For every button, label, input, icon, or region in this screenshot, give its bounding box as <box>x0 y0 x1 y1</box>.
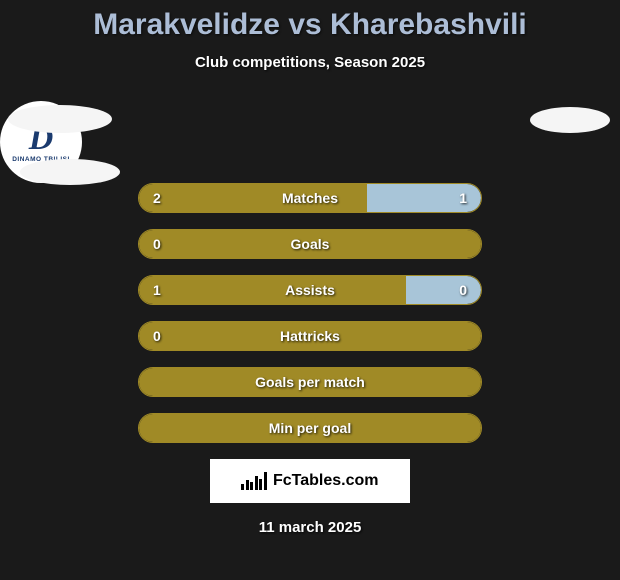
stat-rows: 21Matches 0Goals 10Assists 0Hattricks Goals … <box>138 183 482 443</box>
team-left-badge-2 <box>20 159 120 185</box>
stat-row: Goals per match <box>138 367 482 397</box>
stat-row: 0Hattricks <box>138 321 482 351</box>
team-left-badge-1 <box>8 105 112 133</box>
stat-label: Matches <box>139 184 481 212</box>
footer-date: 11 march 2025 <box>0 519 620 536</box>
subtitle: Club competitions, Season 2025 <box>0 54 620 71</box>
stat-row: 0Goals <box>138 229 482 259</box>
comparison-card: Marakvelidze vs Kharebashvili Club compe… <box>0 0 620 536</box>
team-right-badge-1 <box>530 107 610 133</box>
stat-row: 21Matches <box>138 183 482 213</box>
stat-label: Goals <box>139 230 481 258</box>
stat-row: 10Assists <box>138 275 482 305</box>
page-title: Marakvelidze vs Kharebashvili <box>0 8 620 42</box>
stat-label: Hattricks <box>139 322 481 350</box>
stat-label: Goals per match <box>139 368 481 396</box>
brand-badge[interactable]: FcTables.com <box>210 459 410 503</box>
stats-area: ★ D DINAMO TBILISI 1925 21Matches0Goals1… <box>0 101 620 443</box>
brand-text: FcTables.com <box>273 472 379 490</box>
stat-label: Min per goal <box>139 414 481 442</box>
stat-label: Assists <box>139 276 481 304</box>
stat-row: Min per goal <box>138 413 482 443</box>
chart-icon <box>241 472 267 490</box>
